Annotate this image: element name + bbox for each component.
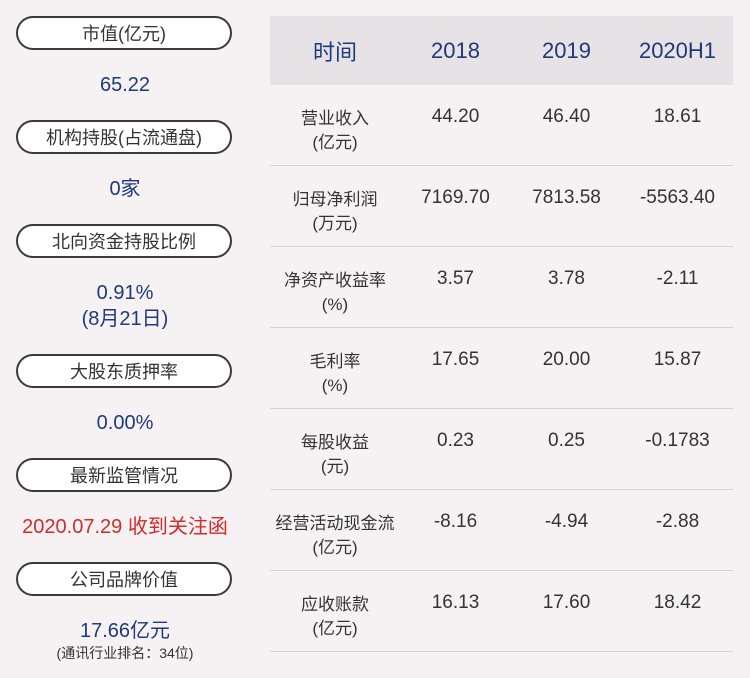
- cell-2020h1: -2.11: [656, 268, 699, 289]
- cell-2018: -8.16: [433, 511, 478, 532]
- metric-name: 归母净利润: [292, 190, 378, 209]
- table-row: 经营活动现金流 (亿元) -8.16 -4.94 -2.88: [270, 490, 733, 571]
- table-row: 归母净利润 (万元) 7169.70 7813.58 -5563.40: [270, 166, 733, 247]
- metric-unit: (%): [321, 376, 349, 395]
- cell-2020h1: 18.61: [653, 106, 702, 127]
- market-cap-label: 市值(亿元): [16, 16, 232, 50]
- table-row: 营业收入 (亿元) 44.20 46.40 18.61: [270, 85, 733, 166]
- table-header: 时间 2018 2019 2020H1: [270, 16, 733, 85]
- cell-2020h1: 18.42: [653, 592, 702, 613]
- brand-value-value: 17.66亿元: [79, 620, 171, 642]
- row-label: 营业收入 (亿元): [270, 85, 400, 155]
- table-row: 应收账款 (亿元) 16.13 17.60 18.42: [270, 571, 733, 652]
- metric-unit: (万元): [312, 214, 358, 233]
- regulatory-label: 最新监管情况: [16, 458, 232, 492]
- northbound-ratio-value: 0.91%: [96, 282, 154, 304]
- pledge-ratio-value: 0.00%: [96, 412, 154, 434]
- metric-name: 营业收入: [301, 109, 369, 128]
- metric-unit: (%): [321, 295, 349, 314]
- metric-unit: (亿元): [312, 619, 358, 638]
- metric-unit: (元): [320, 457, 350, 476]
- cell-2019: -4.94: [544, 511, 589, 532]
- metric-name: 净资产收益率: [284, 271, 386, 290]
- cell-2020h1: 15.87: [653, 349, 702, 370]
- market-cap-value: 65.22: [99, 74, 151, 96]
- cell-2018: 0.23: [437, 430, 474, 451]
- cell-2019: 0.25: [548, 430, 585, 451]
- header-2018: 2018: [431, 37, 480, 63]
- cell-2020h1: -2.88: [655, 511, 700, 532]
- metric-name: 应收账款: [301, 595, 369, 614]
- cell-2018: 17.65: [431, 349, 480, 370]
- left-panel: 市值(亿元) 65.22 机构持股(占流通盘) 0家 北向资金持股比例 0.91…: [0, 0, 250, 678]
- row-label: 应收账款 (亿元): [270, 571, 400, 641]
- table-row: 净资产收益率 (%) 3.57 3.78 -2.11: [270, 247, 733, 328]
- table-row: 每股收益 (元) 0.23 0.25 -0.1783: [270, 409, 733, 490]
- cell-2019: 7813.58: [532, 187, 601, 208]
- metric-unit: (亿元): [312, 538, 358, 557]
- pledge-ratio-label: 大股东质押率: [16, 354, 232, 388]
- cell-2019: 46.40: [542, 106, 591, 127]
- row-label: 净资产收益率 (%): [270, 247, 400, 317]
- metric-name: 经营活动现金流: [275, 514, 395, 533]
- cell-2019: 17.60: [542, 592, 591, 613]
- row-label: 毛利率 (%): [270, 328, 400, 398]
- northbound-ratio-label: 北向资金持股比例: [16, 224, 232, 258]
- financial-table: 时间 2018 2019 2020H1 营业收入 (亿元) 44.20 46.40…: [270, 16, 733, 652]
- row-label: 经营活动现金流 (亿元): [270, 490, 400, 560]
- cell-2018: 16.13: [431, 592, 480, 613]
- institution-holding-label: 机构持股(占流通盘): [16, 120, 232, 154]
- institution-holding-value: 0家: [109, 178, 141, 200]
- cell-2020h1: -0.1783: [645, 430, 710, 451]
- table-row: 毛利率 (%) 17.65 20.00 15.87: [270, 328, 733, 409]
- cell-2018: 3.57: [437, 268, 474, 289]
- cell-2019: 3.78: [548, 268, 585, 289]
- row-label: 每股收益 (元): [270, 409, 400, 479]
- row-label: 归母净利润 (万元): [270, 166, 400, 236]
- cell-2020h1: -5563.40: [639, 187, 715, 208]
- header-2020h1: 2020H1: [638, 37, 717, 63]
- cell-2019: 20.00: [542, 349, 591, 370]
- header-2019: 2019: [542, 37, 591, 63]
- cell-2018: 44.20: [431, 106, 480, 127]
- northbound-ratio-date: (8月21日): [81, 308, 169, 330]
- cell-2018: 7169.70: [421, 187, 490, 208]
- metric-unit: (亿元): [312, 133, 358, 152]
- header-time: 时间: [312, 39, 357, 65]
- brand-value-label: 公司品牌价值: [16, 562, 232, 596]
- metric-name: 每股收益: [301, 433, 369, 452]
- regulatory-value: 2020.07.29 收到关注函: [22, 516, 228, 538]
- brand-rank-note: (通讯行业排名：34位): [56, 645, 194, 661]
- metric-name: 毛利率: [309, 352, 361, 371]
